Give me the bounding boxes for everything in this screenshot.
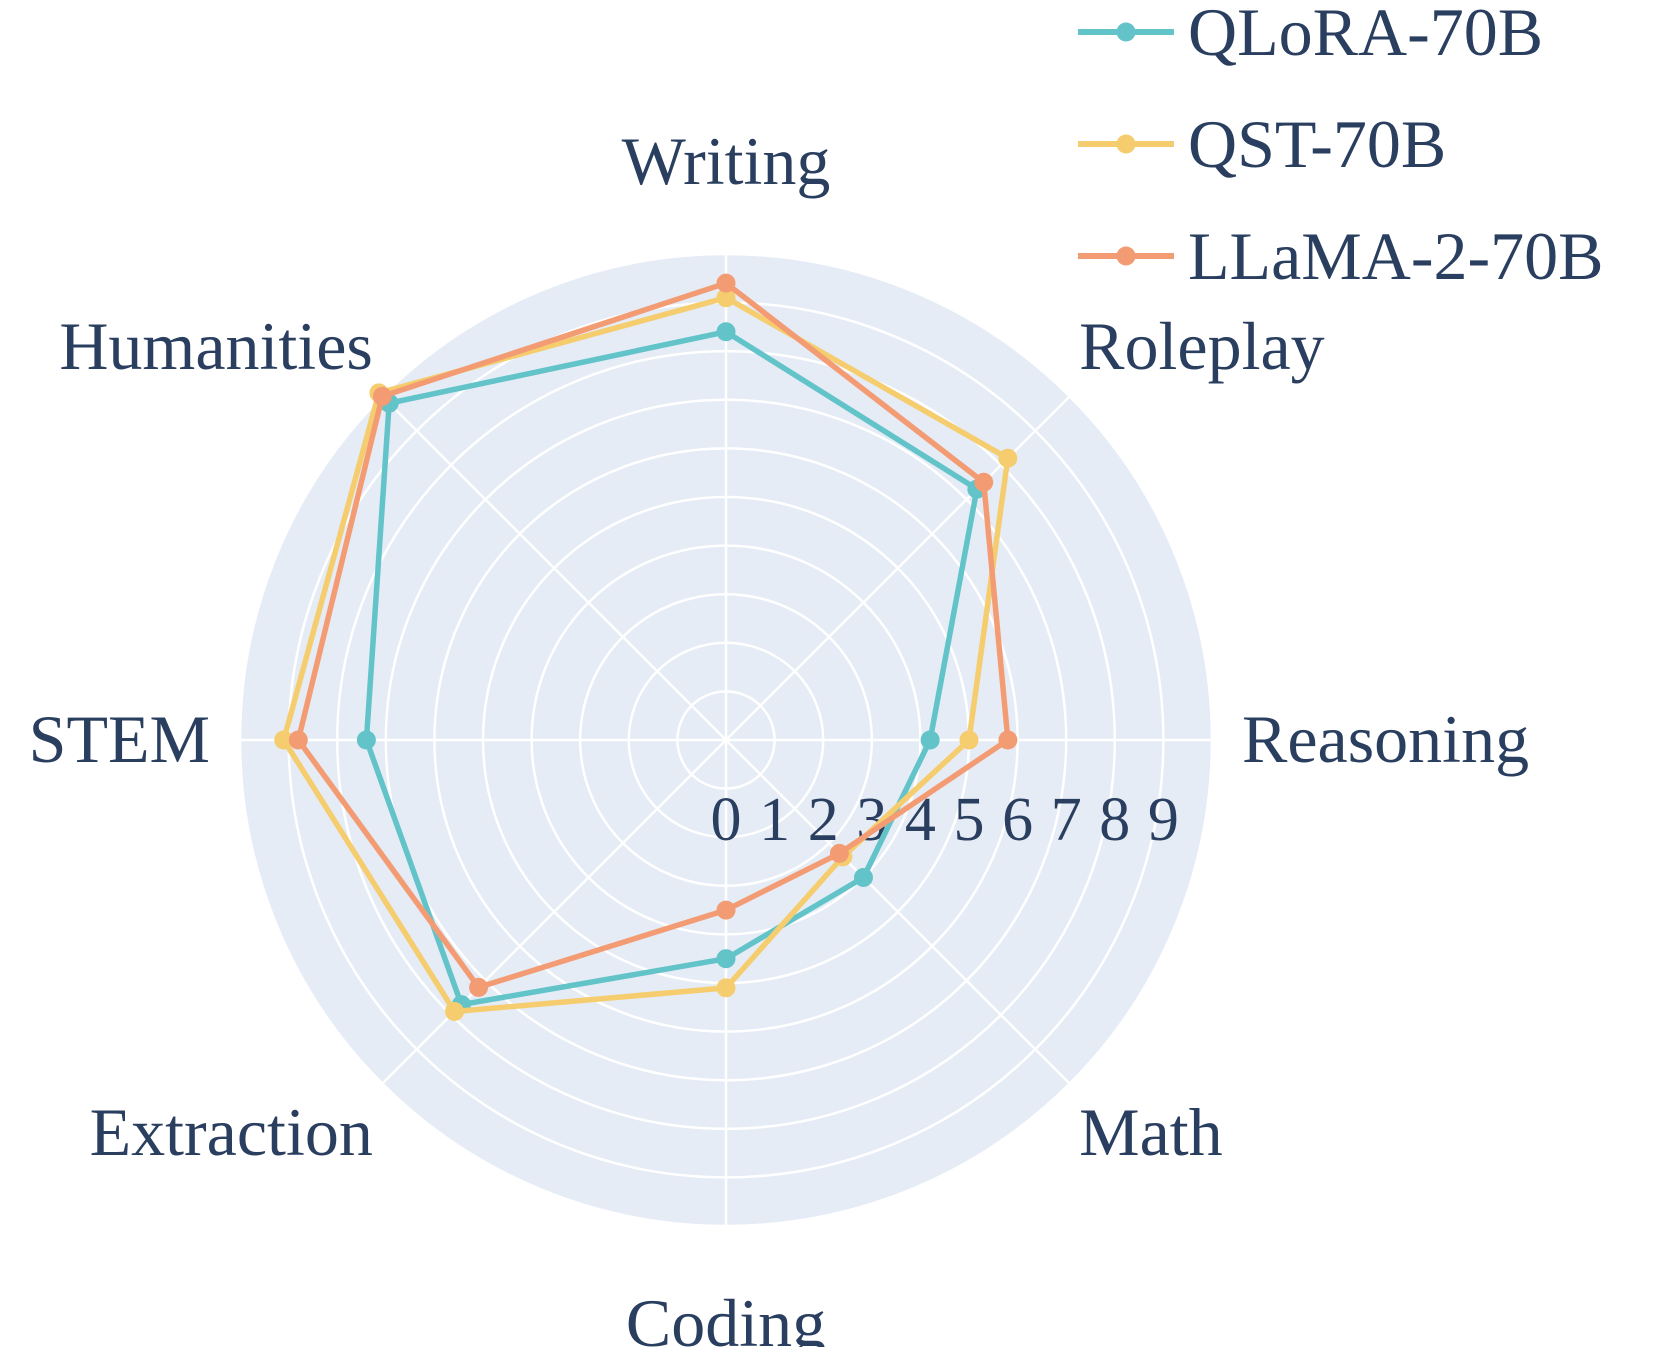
data-point: [372, 386, 392, 406]
series-llama-2-70b: [288, 273, 1018, 997]
data-point: [274, 730, 294, 750]
radial-tick-label: 2: [808, 786, 839, 854]
category-label: Coding: [626, 1285, 826, 1347]
category-label: Humanities: [59, 308, 373, 384]
data-point: [716, 900, 736, 920]
data-point: [998, 448, 1018, 468]
radial-tick-label: 5: [954, 786, 985, 854]
angular-gridline: [725, 739, 1071, 1085]
radial-tick-label: 1: [759, 786, 790, 854]
data-point: [716, 949, 736, 969]
category-label: Math: [1079, 1094, 1223, 1170]
legend-swatch-marker: [1116, 22, 1136, 42]
data-point: [716, 288, 736, 308]
data-point: [829, 843, 849, 863]
category-label: Writing: [622, 123, 831, 199]
data-point: [920, 730, 940, 750]
legend: QLoRA-70B QST-70B LLaMA-2-70B: [1078, 0, 1603, 294]
data-point: [998, 730, 1018, 750]
legend-swatch-marker: [1116, 246, 1136, 266]
radial-tick-label: 6: [1002, 786, 1033, 854]
legend-item: LLaMA-2-70B: [1078, 218, 1603, 294]
data-point: [959, 730, 979, 750]
radial-tick-label: 9: [1148, 786, 1179, 854]
series-layer: [274, 273, 1018, 1021]
category-label: Reasoning: [1242, 701, 1529, 777]
category-labels: Writing Roleplay Reasoning Math Coding Extrac…: [29, 123, 1529, 1347]
legend-item: QLoRA-70B: [1078, 0, 1543, 70]
legend-swatch-marker: [1116, 134, 1136, 154]
data-point: [716, 273, 736, 293]
series-qlora-70b: [356, 322, 987, 1015]
data-point: [716, 978, 736, 998]
category-label: Extraction: [90, 1094, 373, 1170]
data-point: [356, 730, 376, 750]
legend-label: QST-70B: [1188, 106, 1446, 182]
legend-label: QLoRA-70B: [1188, 0, 1543, 70]
data-point: [716, 322, 736, 342]
radial-tick-label: 0: [711, 786, 742, 854]
data-point: [469, 977, 489, 997]
data-point: [445, 1001, 465, 1021]
data-point: [288, 730, 308, 750]
angular-gridline: [381, 395, 727, 741]
data-point: [974, 472, 994, 492]
legend-item: QST-70B: [1078, 106, 1446, 182]
radial-tick-label: 8: [1099, 786, 1130, 854]
data-point: [853, 867, 873, 887]
category-label: Roleplay: [1079, 308, 1325, 384]
legend-label: LLaMA-2-70B: [1188, 218, 1603, 294]
radial-tick-label: 7: [1051, 786, 1082, 854]
angular-gridline: [381, 739, 727, 1085]
category-label: STEM: [29, 701, 210, 777]
